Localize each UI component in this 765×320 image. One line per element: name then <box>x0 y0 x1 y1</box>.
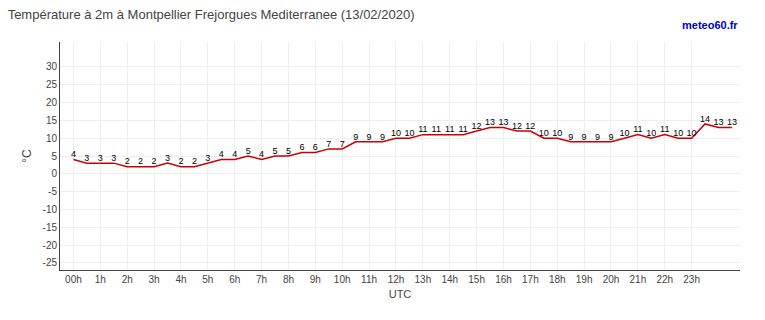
svg-text:21h: 21h <box>630 274 647 285</box>
svg-text:3h: 3h <box>149 274 160 285</box>
svg-text:11: 11 <box>458 124 467 134</box>
svg-text:3: 3 <box>84 153 89 163</box>
svg-text:-25: -25 <box>43 257 58 268</box>
svg-text:7h: 7h <box>256 274 267 285</box>
svg-text:25: 25 <box>46 79 58 90</box>
svg-text:23h: 23h <box>683 274 700 285</box>
svg-text:13: 13 <box>485 117 495 127</box>
svg-text:4: 4 <box>259 149 264 159</box>
svg-text:4: 4 <box>219 149 224 159</box>
svg-text:2: 2 <box>178 156 183 166</box>
svg-text:11: 11 <box>445 124 454 134</box>
svg-text:9h: 9h <box>310 274 321 285</box>
svg-text:Température à 2m à Montpellier: Température à 2m à Montpellier Frejorgue… <box>8 7 415 22</box>
svg-text:2: 2 <box>192 156 197 166</box>
svg-text:15h: 15h <box>468 274 485 285</box>
svg-text:9: 9 <box>608 132 613 142</box>
svg-text:UTC: UTC <box>389 288 412 300</box>
svg-text:11: 11 <box>633 124 642 134</box>
svg-text:2: 2 <box>152 156 157 166</box>
svg-text:14h: 14h <box>441 274 458 285</box>
svg-text:11: 11 <box>418 124 427 134</box>
svg-text:12: 12 <box>512 121 522 131</box>
svg-text:9: 9 <box>582 132 587 142</box>
svg-text:7: 7 <box>326 139 331 149</box>
svg-text:0: 0 <box>51 168 57 179</box>
svg-text:13: 13 <box>498 117 508 127</box>
svg-text:-20: -20 <box>43 240 58 251</box>
svg-text:20h: 20h <box>603 274 620 285</box>
svg-text:9: 9 <box>367 132 372 142</box>
svg-text:16h: 16h <box>495 274 512 285</box>
svg-text:6h: 6h <box>229 274 240 285</box>
svg-text:12h: 12h <box>388 274 405 285</box>
svg-text:22h: 22h <box>656 274 673 285</box>
svg-text:11: 11 <box>660 124 669 134</box>
svg-text:1h: 1h <box>95 274 106 285</box>
svg-text:18h: 18h <box>549 274 566 285</box>
svg-text:4: 4 <box>232 149 237 159</box>
svg-text:10: 10 <box>539 128 549 138</box>
svg-text:4h: 4h <box>175 274 186 285</box>
svg-text:10: 10 <box>673 128 683 138</box>
svg-text:30: 30 <box>46 61 58 72</box>
svg-text:10h: 10h <box>334 274 351 285</box>
svg-text:13h: 13h <box>415 274 432 285</box>
svg-text:°C: °C <box>20 149 34 163</box>
svg-text:2: 2 <box>125 156 130 166</box>
svg-text:-10: -10 <box>43 204 58 215</box>
svg-text:14: 14 <box>700 114 710 124</box>
svg-text:10: 10 <box>391 128 401 138</box>
svg-text:-15: -15 <box>43 222 58 233</box>
svg-text:4: 4 <box>71 149 76 159</box>
svg-text:13: 13 <box>713 117 723 127</box>
svg-text:3: 3 <box>111 153 116 163</box>
svg-text:5: 5 <box>273 146 278 156</box>
svg-text:10: 10 <box>619 128 629 138</box>
svg-text:5: 5 <box>51 151 57 162</box>
svg-text:12: 12 <box>525 121 535 131</box>
svg-text:6: 6 <box>313 142 318 152</box>
svg-text:11: 11 <box>432 124 441 134</box>
svg-text:10: 10 <box>552 128 562 138</box>
svg-text:9: 9 <box>568 132 573 142</box>
svg-text:5h: 5h <box>202 274 213 285</box>
svg-text:00h: 00h <box>65 274 82 285</box>
svg-text:3: 3 <box>98 153 103 163</box>
svg-text:2: 2 <box>138 156 143 166</box>
svg-text:5: 5 <box>286 146 291 156</box>
svg-text:10: 10 <box>404 128 414 138</box>
svg-text:3: 3 <box>205 153 210 163</box>
svg-text:19h: 19h <box>576 274 593 285</box>
svg-text:3: 3 <box>165 153 170 163</box>
svg-text:9: 9 <box>595 132 600 142</box>
svg-text:-5: -5 <box>48 186 57 197</box>
svg-text:12: 12 <box>472 121 482 131</box>
svg-text:7: 7 <box>340 139 345 149</box>
svg-text:13: 13 <box>727 117 737 127</box>
svg-text:17h: 17h <box>522 274 539 285</box>
svg-text:8h: 8h <box>283 274 294 285</box>
svg-text:15: 15 <box>46 115 58 126</box>
svg-text:2h: 2h <box>122 274 133 285</box>
svg-text:10: 10 <box>646 128 656 138</box>
svg-text:5: 5 <box>246 146 251 156</box>
svg-text:20: 20 <box>46 97 58 108</box>
svg-text:10: 10 <box>46 133 58 144</box>
svg-text:meteo60.fr: meteo60.fr <box>682 19 738 31</box>
svg-text:10: 10 <box>687 128 697 138</box>
svg-text:9: 9 <box>380 132 385 142</box>
svg-text:11h: 11h <box>361 274 377 285</box>
svg-text:6: 6 <box>299 142 304 152</box>
svg-text:9: 9 <box>353 132 358 142</box>
